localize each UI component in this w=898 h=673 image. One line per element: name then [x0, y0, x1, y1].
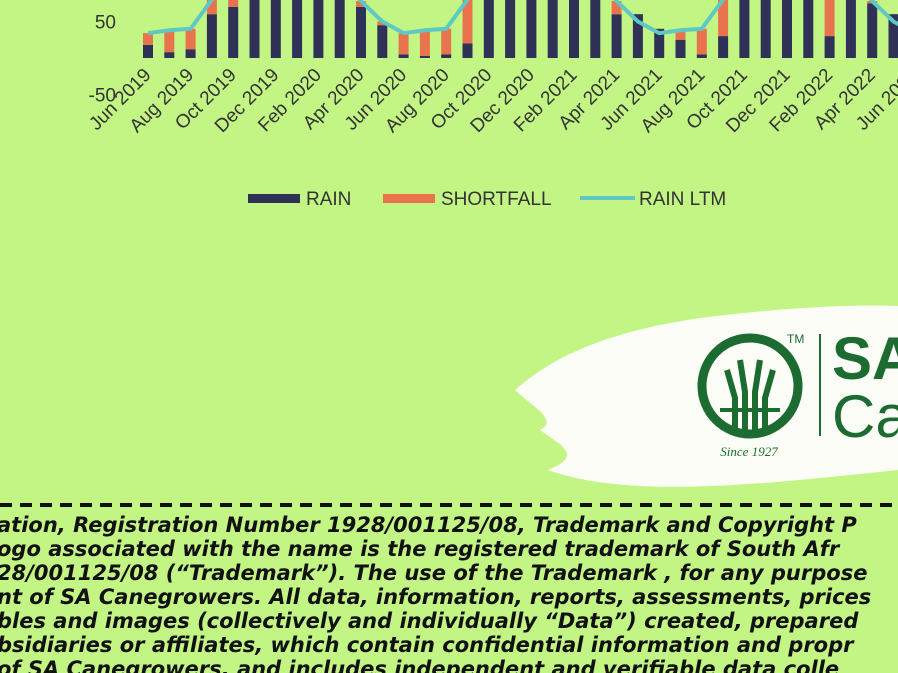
bar	[845, 0, 856, 58]
bar	[505, 0, 516, 58]
bar	[143, 33, 153, 45]
bar	[164, 52, 175, 58]
logo-line1: SA	[832, 325, 898, 392]
bar	[356, 6, 366, 58]
legend-label: SHORTFALL	[441, 189, 552, 210]
legend-item: RAIN	[248, 189, 351, 210]
bar	[228, 0, 239, 7]
logo-ring	[697, 333, 803, 439]
bar	[292, 0, 303, 58]
bar	[888, 14, 898, 58]
disclaimer-line: ogo associated with the name is the regi…	[0, 537, 840, 561]
legend-swatch	[383, 194, 435, 203]
bar	[760, 0, 771, 58]
legend-label: RAIN LTM	[639, 189, 726, 210]
bar	[377, 25, 388, 58]
bar	[143, 44, 153, 58]
logo-cane	[724, 359, 776, 434]
logo-since: Since 1927	[720, 444, 778, 459]
bar	[696, 28, 707, 55]
bar	[249, 0, 260, 58]
bar	[462, 43, 473, 58]
bar	[611, 14, 622, 58]
bar	[632, 14, 643, 58]
bar	[206, 0, 217, 15]
bar	[441, 54, 452, 58]
bar	[590, 0, 601, 58]
bar	[483, 0, 494, 58]
bar	[569, 0, 579, 58]
bar	[654, 28, 665, 58]
disclaimer: ation, Registration Number 1928/001125/0…	[0, 513, 898, 673]
bar	[867, 3, 878, 58]
bar	[462, 0, 473, 44]
bar	[206, 14, 217, 58]
logo-tm: TM	[787, 332, 804, 346]
disclaimer-line: nt of SA Canegrowers. All data, informat…	[0, 585, 872, 609]
bar	[824, 36, 835, 58]
bar	[334, 0, 345, 58]
y-tick-label: 50	[95, 13, 116, 34]
bar	[803, 0, 814, 58]
bar	[419, 55, 430, 58]
legend-swatch	[248, 194, 300, 203]
bar	[675, 39, 686, 58]
logo-line2: Ca	[832, 383, 898, 450]
bar	[398, 54, 409, 58]
legend-item: RAIN LTM	[580, 189, 726, 210]
legend-label: RAIN	[306, 189, 351, 210]
bar	[419, 30, 430, 56]
bar	[356, 1, 366, 7]
bar	[718, 36, 729, 58]
bar	[441, 28, 452, 55]
bar	[611, 1, 622, 15]
disclaimer-line: of SA Canegrowers, and includes independ…	[0, 657, 840, 673]
bar	[164, 30, 175, 53]
bar	[718, 0, 729, 37]
bar	[739, 0, 750, 58]
disclaimer-line: 28/001125/08 (“Trademark”). The use of t…	[0, 561, 868, 585]
disclaimer-line: ation, Registration Number 1928/001125/0…	[0, 513, 857, 537]
bar	[185, 28, 196, 50]
bar	[185, 49, 196, 58]
disclaimer-line: bles and images (collectively and indivi…	[0, 609, 859, 633]
bar	[270, 0, 281, 59]
disclaimer-line: bsidiaries or affiliates, which contain …	[0, 633, 854, 657]
bar	[313, 0, 324, 58]
bar	[675, 30, 686, 40]
bar	[782, 0, 792, 59]
y-tick-label: -50	[89, 86, 116, 107]
bar	[824, 0, 835, 37]
bar	[526, 0, 537, 58]
bar	[547, 0, 558, 58]
bar	[398, 33, 409, 55]
legend-item: SHORTFALL	[383, 189, 552, 210]
bar	[228, 6, 239, 58]
bar	[696, 54, 707, 58]
